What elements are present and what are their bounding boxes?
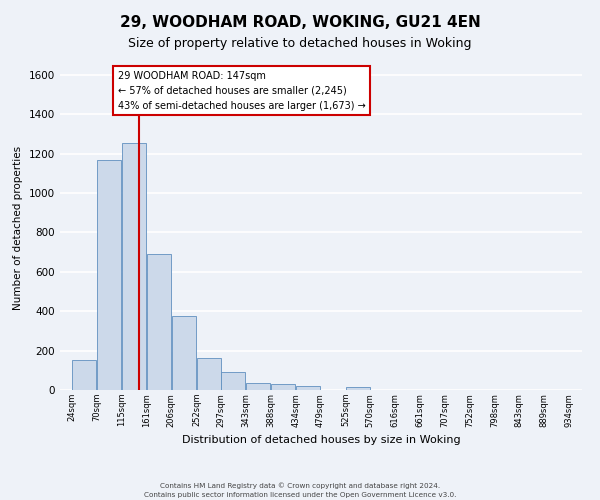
Bar <box>197 358 221 390</box>
Bar <box>147 254 171 390</box>
Y-axis label: Number of detached properties: Number of detached properties <box>13 146 23 310</box>
Bar <box>122 143 146 390</box>
X-axis label: Distribution of detached houses by size in Woking: Distribution of detached houses by size … <box>182 435 460 445</box>
Bar <box>97 160 121 390</box>
Text: 29, WOODHAM ROAD, WOKING, GU21 4EN: 29, WOODHAM ROAD, WOKING, GU21 4EN <box>119 15 481 30</box>
Bar <box>72 360 97 390</box>
Bar <box>346 387 370 390</box>
Bar <box>296 386 320 390</box>
Text: 29 WOODHAM ROAD: 147sqm
← 57% of detached houses are smaller (2,245)
43% of semi: 29 WOODHAM ROAD: 147sqm ← 57% of detache… <box>118 71 365 110</box>
Text: Size of property relative to detached houses in Woking: Size of property relative to detached ho… <box>128 38 472 51</box>
Bar <box>271 384 295 390</box>
Bar <box>247 382 271 390</box>
Bar <box>172 316 196 390</box>
Text: Contains HM Land Registry data © Crown copyright and database right 2024.
Contai: Contains HM Land Registry data © Crown c… <box>144 482 456 498</box>
Bar <box>221 372 245 390</box>
